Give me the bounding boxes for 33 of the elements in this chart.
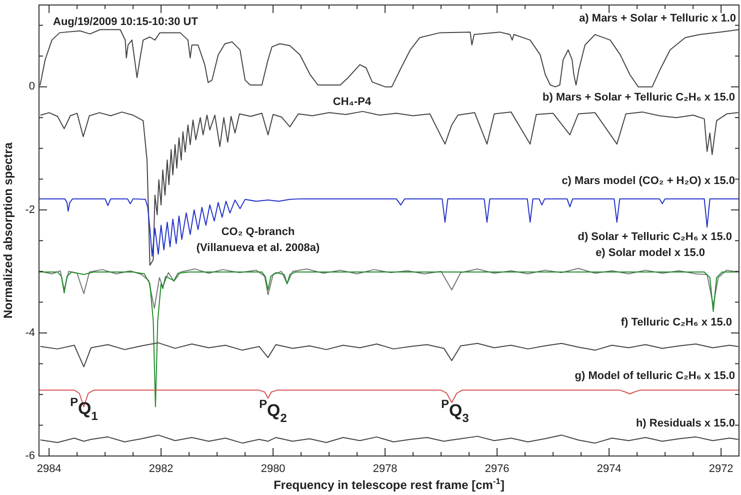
series-label: a) Mars + Solar + Telluric x 1.0 bbox=[579, 12, 736, 25]
line-series bbox=[40, 29, 740, 88]
series-label: h) Residuals x 15.0 bbox=[636, 417, 735, 430]
annotation: $^{P}$Q$_{3}$ bbox=[441, 397, 470, 426]
y-tick-label: 0 bbox=[28, 80, 35, 93]
x-tick-label: 2980 bbox=[260, 463, 286, 475]
y-tick-label: -2 bbox=[25, 204, 35, 216]
x-tick-label: 2978 bbox=[372, 463, 398, 475]
text: d) Solar + Telluric C₂H₆ x 15.0 bbox=[578, 231, 732, 244]
series-label: e) Solar model x 15.0 bbox=[596, 247, 705, 260]
annotation: (Villanueva et al. 2008a) bbox=[196, 242, 320, 254]
x-tick-label: 2976 bbox=[484, 463, 510, 475]
x-tick-label: 2972 bbox=[708, 463, 734, 475]
series-label: g) Model of telluric C₂H₆ x 15.0 bbox=[574, 370, 735, 382]
series-label: c) Mars model (CO₂ + H₂O) x 15.0 bbox=[562, 174, 735, 187]
annotation: Aug/19/2009 10:15-10:30 UT bbox=[53, 16, 198, 28]
y-tick-label: -4 bbox=[25, 326, 35, 339]
annotation: CO₂ Q-branch bbox=[221, 226, 295, 238]
y-axis-title: Normalized absorption spectra bbox=[1, 142, 15, 319]
series-label: b) Mars + Solar + Telluric C₂H₆ x 15.0 bbox=[542, 92, 735, 104]
line-series bbox=[38, 198, 740, 257]
x-tick-label: 2984 bbox=[36, 463, 62, 475]
x-tick-label: 2974 bbox=[596, 463, 622, 475]
line-series bbox=[40, 434, 738, 444]
x-tick-label: 2982 bbox=[148, 463, 174, 475]
x-axis-title: Frequency in telescope rest frame [cm$^{-1}$] bbox=[274, 476, 504, 492]
line-series bbox=[40, 110, 738, 266]
annotation: $^{P}$Q$_{2}$ bbox=[259, 397, 288, 426]
y-tick-label: -6 bbox=[25, 450, 35, 462]
series-label: f) Telluric C₂H₆ x 15.0 bbox=[620, 316, 732, 328]
annotation: $^{P}$Q$_{1}$ bbox=[70, 395, 98, 424]
annotation: CH₄-P4 bbox=[332, 96, 372, 108]
line-series bbox=[40, 342, 738, 368]
